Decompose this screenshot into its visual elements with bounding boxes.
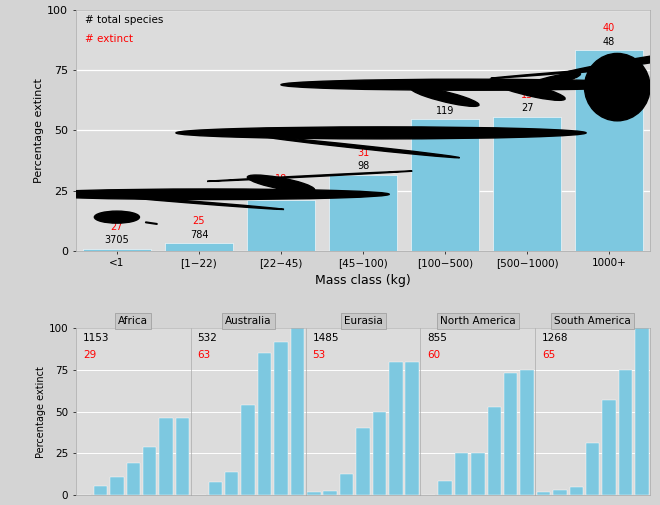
Y-axis label: Percentage extinct: Percentage extinct	[34, 78, 44, 183]
Ellipse shape	[207, 171, 412, 181]
Ellipse shape	[94, 211, 139, 223]
Bar	[83, 249, 150, 251]
Bar	[176, 418, 189, 495]
Bar	[405, 362, 419, 495]
Bar	[143, 446, 156, 495]
Text: # extinct: # extinct	[84, 34, 133, 44]
Bar	[323, 491, 337, 495]
Text: 784: 784	[189, 230, 208, 239]
Text: 27: 27	[521, 104, 533, 114]
X-axis label: Mass class (kg): Mass class (kg)	[315, 274, 411, 287]
Ellipse shape	[267, 137, 459, 158]
Bar	[356, 428, 370, 495]
Text: 31: 31	[357, 148, 369, 158]
Bar	[471, 453, 484, 495]
Circle shape	[28, 189, 389, 199]
Title: North America: North America	[440, 316, 515, 326]
Bar	[411, 119, 478, 251]
Text: 1485: 1485	[312, 333, 339, 343]
Text: 48: 48	[603, 37, 615, 46]
Bar	[537, 491, 550, 495]
Bar	[165, 243, 232, 251]
Bar	[110, 477, 123, 495]
Text: 60: 60	[427, 350, 440, 360]
Title: South America: South America	[554, 316, 631, 326]
Text: 65: 65	[542, 350, 556, 360]
Bar	[520, 370, 534, 495]
Text: 53: 53	[312, 350, 326, 360]
Text: 15: 15	[521, 90, 533, 100]
Y-axis label: Percentage extinct: Percentage extinct	[36, 366, 46, 458]
Text: 532: 532	[197, 333, 218, 343]
Bar	[389, 362, 403, 495]
Bar	[504, 373, 517, 495]
Ellipse shape	[114, 196, 284, 210]
Text: 65: 65	[439, 92, 451, 103]
Text: 86: 86	[275, 187, 287, 197]
Bar	[455, 453, 468, 495]
Text: 3705: 3705	[104, 235, 129, 245]
Bar	[340, 474, 353, 495]
Bar	[438, 481, 451, 495]
Bar	[553, 490, 566, 495]
Bar	[570, 486, 583, 495]
Bar	[160, 418, 173, 495]
Text: # total species: # total species	[84, 15, 163, 25]
Title: Africa: Africa	[118, 316, 148, 326]
Circle shape	[176, 127, 586, 139]
Bar	[248, 200, 315, 251]
Bar	[307, 491, 321, 495]
Bar	[576, 50, 643, 251]
Bar	[225, 472, 238, 495]
Bar	[209, 482, 222, 495]
Title: Australia: Australia	[225, 316, 271, 326]
Bar	[127, 463, 140, 495]
Ellipse shape	[411, 87, 479, 107]
Text: 29: 29	[82, 350, 96, 360]
Text: 40: 40	[603, 23, 615, 33]
Bar	[619, 370, 632, 495]
Ellipse shape	[248, 175, 315, 192]
Bar	[603, 400, 616, 495]
Ellipse shape	[515, 73, 581, 92]
Text: 63: 63	[197, 350, 211, 360]
Bar	[488, 407, 501, 495]
Ellipse shape	[585, 54, 650, 121]
Text: 855: 855	[427, 333, 447, 343]
Bar	[258, 353, 271, 495]
Text: 119: 119	[436, 106, 454, 116]
Text: 1153: 1153	[82, 333, 110, 343]
Title: Eurasia: Eurasia	[344, 316, 382, 326]
Bar	[275, 342, 288, 495]
Ellipse shape	[564, 43, 660, 74]
Bar	[329, 175, 397, 251]
Bar	[373, 412, 386, 495]
Text: 25: 25	[193, 216, 205, 226]
Ellipse shape	[491, 67, 632, 78]
Ellipse shape	[489, 79, 565, 100]
Bar	[494, 117, 561, 251]
Bar	[242, 405, 255, 495]
Circle shape	[281, 79, 658, 90]
Bar	[586, 443, 599, 495]
Text: 98: 98	[357, 161, 369, 171]
Bar	[94, 486, 107, 495]
Text: 27: 27	[111, 222, 123, 232]
Text: 1268: 1268	[542, 333, 569, 343]
Bar	[635, 328, 649, 495]
Text: 18: 18	[275, 174, 287, 184]
Bar	[290, 328, 304, 495]
